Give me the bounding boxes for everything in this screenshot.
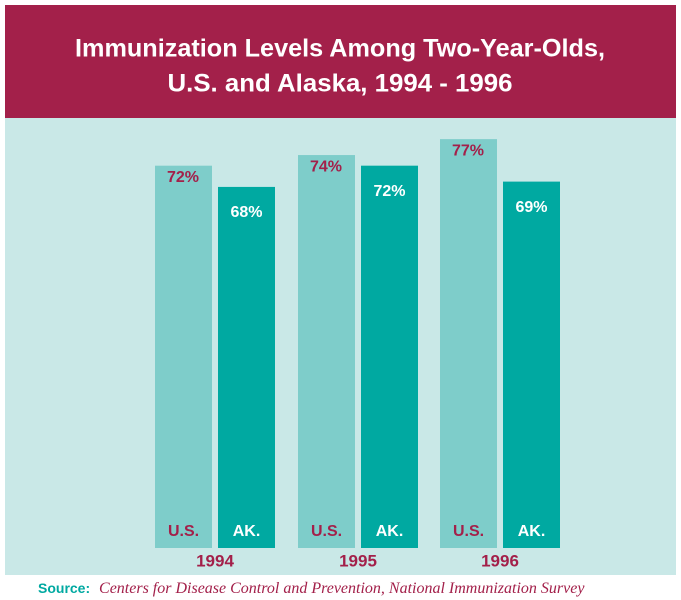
source-text: Centers for Disease Control and Preventi…: [99, 580, 585, 597]
value-label: 77%: [452, 142, 484, 159]
bar: [155, 165, 212, 548]
bar: [361, 165, 418, 548]
value-label: 74%: [310, 158, 342, 175]
series-label: U.S.: [168, 523, 199, 540]
value-label: 72%: [167, 169, 199, 186]
series-label: U.S.: [453, 523, 484, 540]
title-band: [5, 5, 676, 118]
x-tick-label: 1995: [339, 551, 377, 570]
chart-title: Immunization Levels Among Two-Year-Olds,: [75, 35, 605, 63]
chart-title: U.S. and Alaska, 1994 - 1996: [168, 70, 513, 98]
source: Source: Centers for Disease Control and …: [38, 580, 585, 597]
series-label: AK.: [233, 523, 261, 540]
bar: [503, 181, 560, 549]
bar: [218, 186, 275, 549]
bar: [440, 139, 497, 548]
value-label: 72%: [373, 183, 405, 200]
value-label: 69%: [515, 199, 547, 216]
value-label: 68%: [230, 204, 262, 221]
bar: [298, 155, 355, 548]
series-label: AK.: [518, 523, 546, 540]
series-label: U.S.: [311, 523, 342, 540]
x-tick-label: 1996: [481, 551, 519, 570]
source-label: Source:: [38, 580, 90, 596]
x-tick-label: 1994: [196, 551, 234, 570]
series-label: AK.: [376, 523, 404, 540]
